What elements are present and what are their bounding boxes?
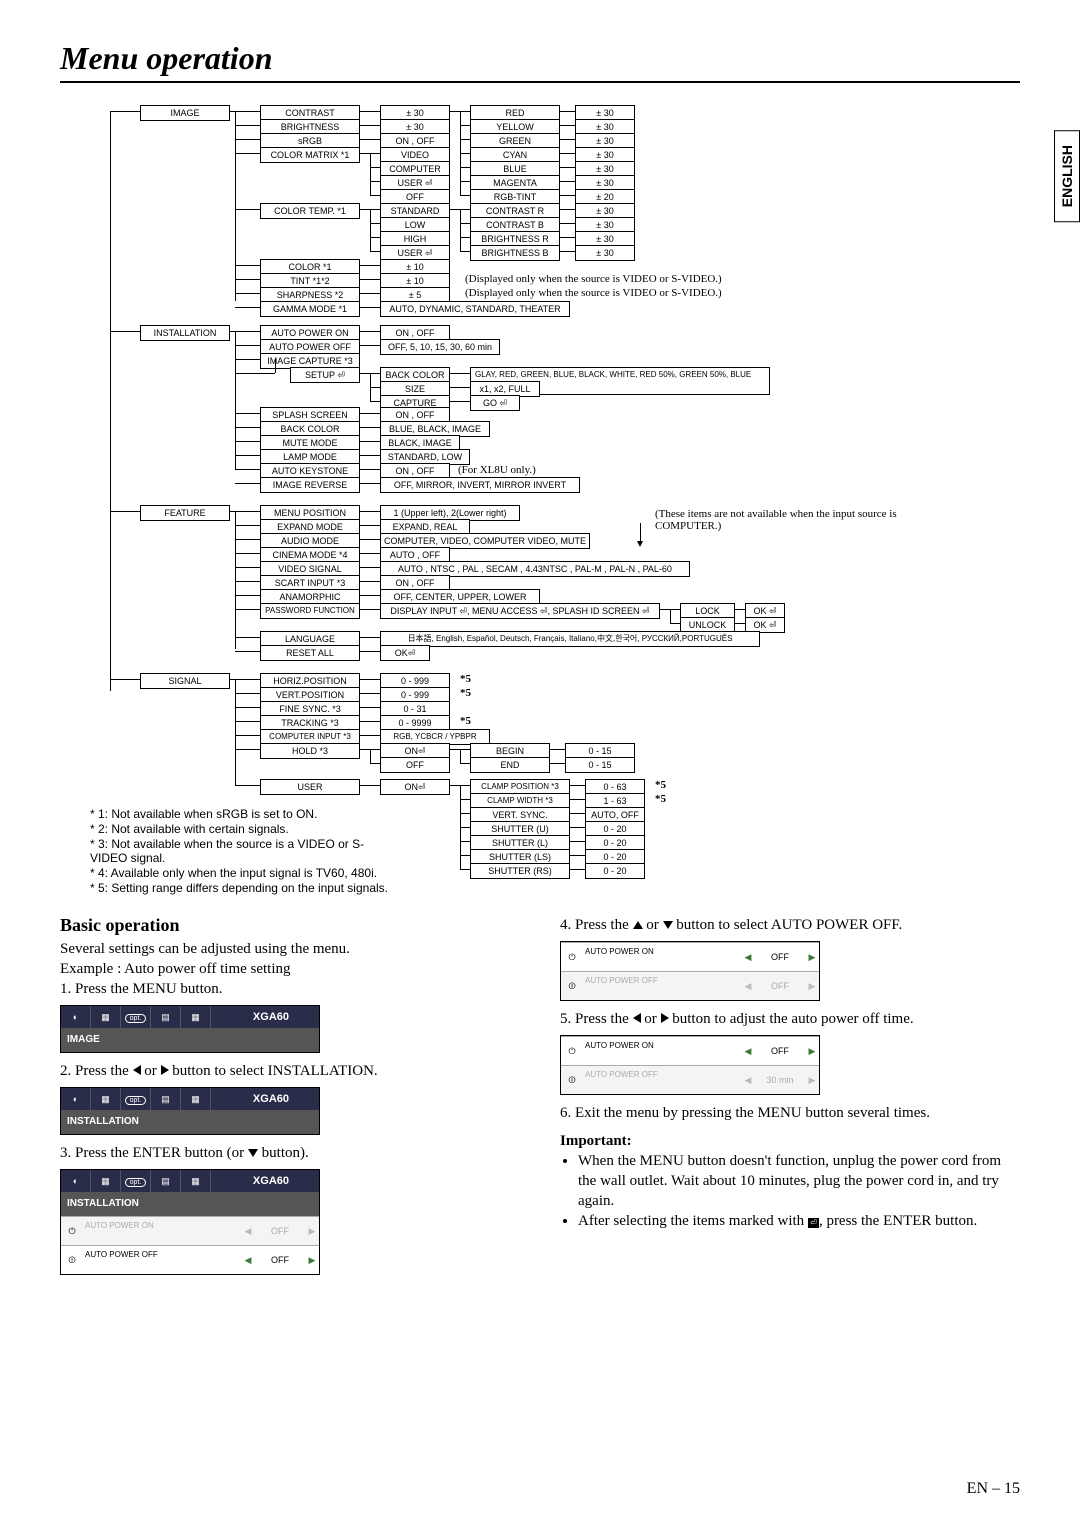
menu-label: INSTALLATION <box>61 1192 319 1216</box>
cell: SHUTTER (RS) <box>470 863 570 879</box>
cat-install: INSTALLATION <box>140 325 230 341</box>
note: (These items are not available when the … <box>655 508 905 532</box>
cell: HOLD *3 <box>260 743 360 759</box>
cell: PASSWORD FUNCTION <box>260 603 360 619</box>
cell: GO ⏎ <box>470 395 520 411</box>
cell: 0 - 15 <box>565 757 635 773</box>
row-val: OFF <box>255 1217 305 1245</box>
opt: opt. <box>125 1178 147 1187</box>
cat-signal: SIGNAL <box>140 673 230 689</box>
row-val: OFF <box>755 972 805 1000</box>
step6: 6. Exit the menu by pressing the MENU bu… <box>560 1103 1020 1123</box>
step2: 2. Press the or button to select INSTALL… <box>60 1061 520 1081</box>
fn4: * 4: Available only when the input signa… <box>90 866 390 880</box>
cell: COLOR MATRIX *1 <box>260 147 360 163</box>
row-label: AUTO POWER ON <box>583 943 741 971</box>
menu-screenshot-3: ◐▦opt.▤▦XGA60 INSTALLATION ⏻AUTO POWER O… <box>60 1169 320 1275</box>
basic-intro: Several settings can be adjusted using t… <box>60 939 520 959</box>
cat-feature: FEATURE <box>140 505 230 521</box>
step5: 5. Press the or button to adjust the aut… <box>560 1009 1020 1029</box>
step3: 3. Press the ENTER button (or button). <box>60 1143 520 1163</box>
xga: XGA60 <box>253 1089 319 1109</box>
row-label: AUTO POWER ON <box>583 1037 741 1065</box>
opt: opt. <box>125 1096 147 1105</box>
menu-screenshot-2: ◐▦opt.▤▦XGA60 INSTALLATION <box>60 1087 320 1135</box>
menu-screenshot-1: ◐▦opt.▤▦XGA60 IMAGE <box>60 1005 320 1053</box>
enter-icon: ⏎ <box>808 1218 819 1228</box>
cell: OFF, 5, 10, 15, 30, 60 min <box>380 339 500 355</box>
xga: XGA60 <box>253 1007 319 1027</box>
note: *5 <box>655 779 666 791</box>
cell: END <box>470 757 550 773</box>
note: *5 <box>460 715 471 727</box>
fn2: * 2: Not available with certain signals. <box>90 822 390 836</box>
note: (Displayed only when the source is VIDEO… <box>465 287 722 299</box>
cell: OFF, MIRROR, INVERT, MIRROR INVERT <box>380 477 580 493</box>
fn1: * 1: Not available when sRGB is set to O… <box>90 807 390 821</box>
row-val: OFF <box>255 1246 305 1274</box>
menu-label: INSTALLATION <box>61 1110 319 1134</box>
cell: SETUP ⏎ <box>290 367 360 383</box>
row-val: OFF <box>755 1037 805 1065</box>
cell: OK⏎ <box>380 645 430 661</box>
important-2: After selecting the items marked with ⏎,… <box>578 1211 1020 1231</box>
left-column: Basic operation Several settings can be … <box>60 915 520 1283</box>
row-val: 30 min <box>755 1066 805 1094</box>
cat-image: IMAGE <box>140 105 230 121</box>
right-column: 4. Press the or button to select AUTO PO… <box>560 915 1020 1283</box>
page-title: Menu operation <box>60 40 1020 83</box>
fn5: * 5: Setting range differs depending on … <box>90 881 390 895</box>
row-val: OFF <box>755 943 805 971</box>
footnotes: * 1: Not available when sRGB is set to O… <box>90 806 390 896</box>
language-tab: ENGLISH <box>1054 130 1080 222</box>
row-label: AUTO POWER OFF <box>583 1066 741 1094</box>
basic-heading: Basic operation <box>60 915 520 935</box>
cell: 0 - 20 <box>585 863 645 879</box>
cell: COLOR TEMP. *1 <box>260 203 360 219</box>
cell: OFF <box>380 757 450 773</box>
cell: RESET ALL <box>260 645 360 661</box>
menu-screenshot-4: ⏻AUTO POWER ON◀OFF▶ ⏼AUTO POWER OFF◀OFF▶ <box>560 941 820 1001</box>
cell: USER <box>260 779 360 795</box>
cell: AUTO, DYNAMIC, STANDARD, THEATER <box>380 301 570 317</box>
cell: DISPLAY INPUT ⏎, MENU ACCESS ⏎, SPLASH I… <box>380 603 660 619</box>
row-label: AUTO POWER OFF <box>83 1246 241 1274</box>
cell: ± 30 <box>575 245 635 261</box>
menu-tree: IMAGE CONTRAST ± 30 BRIGHTNESS ± 30 sRGB… <box>60 103 1020 903</box>
note: (For XL8U only.) <box>458 464 536 476</box>
xga: XGA60 <box>253 1171 319 1191</box>
cell: 日本語, English, Español, Deutsch, Français… <box>380 631 760 647</box>
row-label: AUTO POWER ON <box>83 1217 241 1245</box>
basic-example: Example : Auto power off time setting <box>60 959 520 979</box>
step4: 4. Press the or button to select AUTO PO… <box>560 915 1020 935</box>
cell: GAMMA MODE *1 <box>260 301 360 317</box>
cell: ON⏎ <box>380 779 450 795</box>
note: (Displayed only when the source is VIDEO… <box>465 273 722 285</box>
row-label: AUTO POWER OFF <box>583 972 741 1000</box>
step1: 1. Press the MENU button. <box>60 979 520 999</box>
important-1: When the MENU button doesn't function, u… <box>578 1151 1020 1211</box>
note: *5 <box>460 687 471 699</box>
cell: BRIGHTNESS B <box>470 245 560 261</box>
note: *5 <box>460 673 471 685</box>
menu-label: IMAGE <box>61 1028 319 1052</box>
note: *5 <box>655 793 666 805</box>
menu-screenshot-5: ⏻AUTO POWER ON◀OFF▶ ⏼AUTO POWER OFF◀30 m… <box>560 1035 820 1095</box>
cell: IMAGE REVERSE <box>260 477 360 493</box>
fn3: * 3: Not available when the source is a … <box>90 837 390 865</box>
important-heading: Important: <box>560 1133 632 1149</box>
page-number: EN – 15 <box>967 1480 1020 1498</box>
opt: opt. <box>125 1014 147 1023</box>
